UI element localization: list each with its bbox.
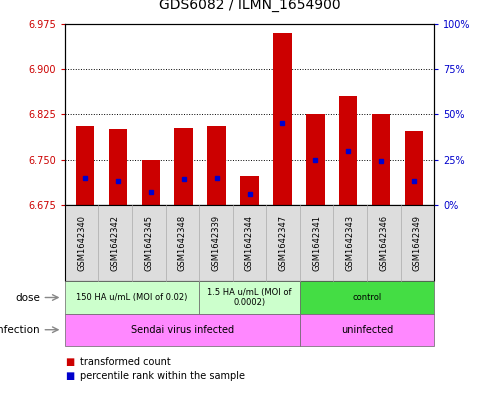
Text: GSM1642339: GSM1642339 (212, 215, 221, 271)
Text: percentile rank within the sample: percentile rank within the sample (80, 371, 245, 381)
Text: GSM1642340: GSM1642340 (77, 215, 86, 271)
Text: GDS6082 / ILMN_1654900: GDS6082 / ILMN_1654900 (159, 0, 340, 12)
Bar (372, 114, 390, 205)
Text: Sendai virus infected: Sendai virus infected (131, 325, 234, 335)
Bar (273, 33, 291, 205)
Text: ■: ■ (65, 371, 74, 381)
Bar (109, 129, 127, 205)
Bar (208, 126, 226, 205)
Text: dose: dose (15, 292, 40, 303)
Text: uninfected: uninfected (341, 325, 393, 335)
Text: ■: ■ (65, 357, 74, 367)
Bar (339, 96, 357, 205)
Text: control: control (352, 293, 382, 302)
Text: transformed count: transformed count (80, 357, 171, 367)
Text: GSM1642341: GSM1642341 (312, 215, 321, 271)
Bar (75, 127, 94, 205)
Bar (405, 131, 424, 205)
Text: GSM1642342: GSM1642342 (111, 215, 120, 271)
Text: GSM1642348: GSM1642348 (178, 215, 187, 271)
Bar (142, 160, 160, 205)
Text: GSM1642343: GSM1642343 (346, 215, 355, 271)
Text: GSM1642347: GSM1642347 (278, 215, 287, 271)
Text: infection: infection (0, 325, 40, 335)
Bar (175, 128, 193, 205)
Text: 1.5 HA u/mL (MOI of
0.0002): 1.5 HA u/mL (MOI of 0.0002) (207, 288, 292, 307)
Text: 150 HA u/mL (MOI of 0.02): 150 HA u/mL (MOI of 0.02) (76, 293, 188, 302)
Text: GSM1642345: GSM1642345 (144, 215, 153, 271)
Text: GSM1642346: GSM1642346 (379, 215, 388, 271)
Bar (306, 114, 324, 205)
Text: GSM1642344: GSM1642344 (245, 215, 254, 271)
Text: GSM1642349: GSM1642349 (413, 215, 422, 271)
Bar (241, 176, 258, 205)
